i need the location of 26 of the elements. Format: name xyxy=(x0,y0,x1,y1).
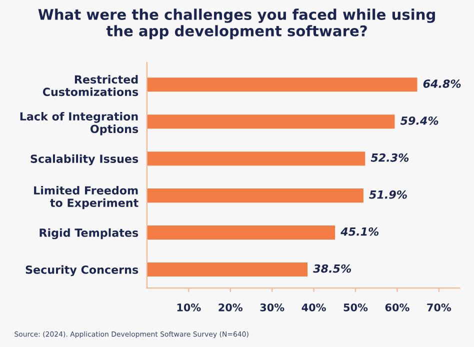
x-tick-label: 60% xyxy=(385,303,410,312)
x-tick-label: 20% xyxy=(218,303,242,312)
data-label: 64.8% xyxy=(423,79,461,88)
x-tick-label: 30% xyxy=(260,303,284,312)
y-tick-label: Lack of Integration Options xyxy=(20,112,138,136)
bar xyxy=(146,152,366,166)
data-label: 45.1% xyxy=(340,227,379,236)
data-label: 38.5% xyxy=(313,264,352,273)
bar xyxy=(146,262,308,277)
data-label: 59.4% xyxy=(400,116,438,125)
x-tick-label: 40% xyxy=(302,303,326,312)
y-tick-label: Limited Freedom to Experiment xyxy=(34,186,138,210)
data-label: 51.9% xyxy=(369,190,407,199)
y-tick-label: Restricted Customizations xyxy=(42,75,138,96)
bar xyxy=(146,188,364,203)
data-label: 52.3% xyxy=(370,153,409,162)
bar xyxy=(146,226,336,240)
x-tick-label: 70% xyxy=(427,303,452,312)
x-tick-label: 10% xyxy=(177,303,201,312)
y-tick-label: Scalability Issues xyxy=(30,154,138,166)
y-tick-label: Rigid Templates xyxy=(40,228,138,240)
y-tick-label: Security Concerns xyxy=(26,265,138,276)
x-tick-label: 50% xyxy=(344,303,368,312)
chart-title: What were the challenges you faced while using the app development software? xyxy=(38,8,435,40)
bar xyxy=(146,114,395,129)
bar xyxy=(146,78,418,92)
